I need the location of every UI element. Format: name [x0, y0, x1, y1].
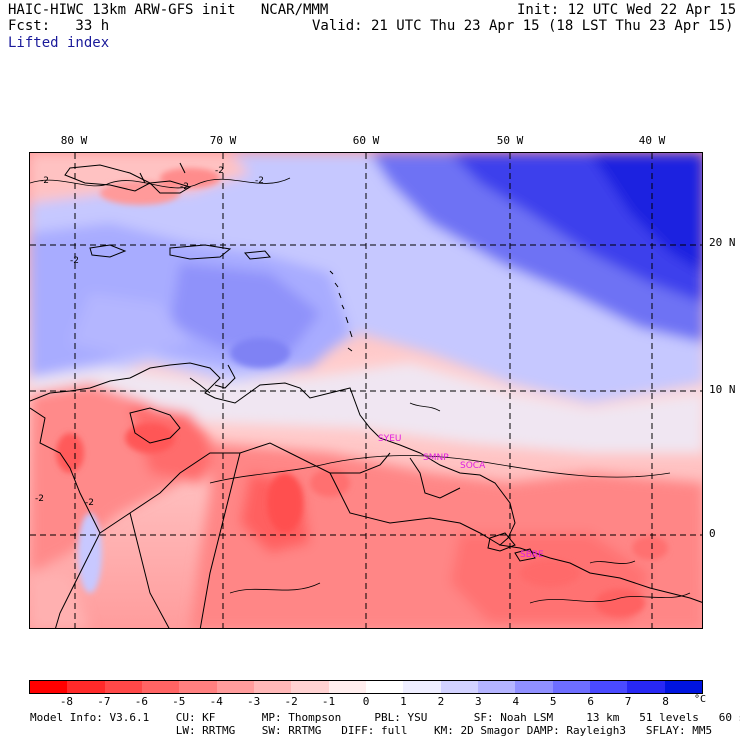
colorbar-swatch: [216, 681, 254, 693]
station-label[interactable]: SYEU: [378, 434, 401, 444]
colorbar-tick-label: 2: [437, 695, 445, 708]
colorbar-tick-label: -6: [134, 695, 148, 708]
lifted-index-map: -2 -2 -2 -2 -2 -2 -2 SYEU SMNP SOCA SBBE: [29, 152, 703, 629]
station-label[interactable]: SOCA: [460, 461, 486, 471]
lat-label-0: 0: [709, 527, 716, 540]
forecast-hour: Fcst: 33 h: [8, 18, 110, 34]
station-label[interactable]: SBBE: [520, 550, 544, 560]
colorbar-swatch: [291, 681, 329, 693]
contour-label: -2: [215, 166, 224, 176]
colorbar-tick-label: -8: [59, 695, 74, 708]
init-time: Init: 12 UTC Wed 22 Apr 15: [517, 2, 737, 18]
colorbar-tick-label: 3: [475, 695, 482, 708]
colorbar-tick-label: 4: [512, 695, 520, 708]
lat-label-10n: 10 N: [709, 383, 736, 396]
colorbar-swatch: [515, 681, 553, 693]
lat-label-20n: 20 N: [709, 236, 736, 249]
contour-label: -2: [40, 176, 49, 186]
lat-lon-grid: [30, 153, 702, 628]
colorbar-tick-label: -7: [97, 695, 111, 708]
coastlines: [30, 162, 702, 628]
colorbar-tick-label: -4: [209, 695, 223, 708]
colorbar-tick-label: 6: [587, 695, 594, 708]
colorbar-tick-label: 7: [624, 695, 632, 708]
colorbar-tick-label: 5: [549, 695, 557, 708]
lon-label-70w: 70 W: [209, 134, 237, 147]
colorbar: [29, 680, 703, 694]
colorbar-tick-label: 1: [400, 695, 407, 708]
contour-label: -2: [255, 176, 264, 186]
colorbar-swatch: [328, 681, 366, 693]
colorbar-swatch: [104, 681, 142, 693]
colorbar-swatch: [141, 681, 180, 693]
colorbar-tick-label: -3: [247, 695, 261, 708]
colorbar-swatch: [365, 681, 404, 693]
colorbar-swatch: [627, 681, 665, 693]
model-info-line1: Model Info: V3.6.1 CU: KF MP: Thompson P…: [30, 711, 740, 724]
station-label[interactable]: SMNP: [423, 453, 449, 463]
colorbar-unit: °C: [694, 694, 707, 705]
model-info-line2: LW: RRTMG SW: RRTMG DIFF: full KM: 2D Sm…: [30, 724, 713, 737]
contour-label: -2: [35, 494, 44, 504]
colorbar-tick-label: 0: [362, 695, 370, 708]
colorbar-tick-label: -5: [172, 695, 186, 708]
colorbar-swatch: [30, 681, 68, 693]
lon-label-50w: 50 W: [496, 134, 524, 147]
map-canvas: -2 -2 -2 -2 -2 -2 -2 SYEU SMNP SOCA SBBE: [30, 153, 702, 628]
contour-label: -2: [85, 498, 94, 508]
colorbar-tick-label: -2: [284, 695, 298, 708]
field-detail: [56, 168, 668, 617]
colorbar-tick-label: 8: [662, 695, 669, 708]
colorbar-swatch: [477, 681, 516, 693]
colorbar-swatch: [67, 681, 105, 693]
model-title: HAIC-HIWC 13km ARW-GFS init NCAR/MMM: [8, 2, 329, 18]
colorbar-swatch: [589, 681, 628, 693]
contour-lines: [30, 177, 691, 604]
lon-label-80w: 80 W: [60, 134, 88, 147]
lon-label-60w: 60 W: [352, 134, 380, 147]
colorbar-swatch: [403, 681, 441, 693]
lon-label-40w: 40 W: [638, 134, 666, 147]
colorbar-swatch: [253, 681, 292, 693]
field-name: Lifted index: [8, 35, 110, 51]
valid-time: Valid: 21 UTC Thu 23 Apr 15 (18 LST Thu …: [312, 18, 734, 34]
colorbar-swatch: [179, 681, 217, 693]
contour-label: -2: [70, 256, 79, 266]
contour-label: -2: [180, 182, 189, 192]
colorbar-swatch: [552, 681, 590, 693]
colorbar-swatch: [664, 681, 702, 693]
colorbar-swatch: [440, 681, 478, 693]
colorbar-tick-label: -1: [321, 695, 336, 708]
